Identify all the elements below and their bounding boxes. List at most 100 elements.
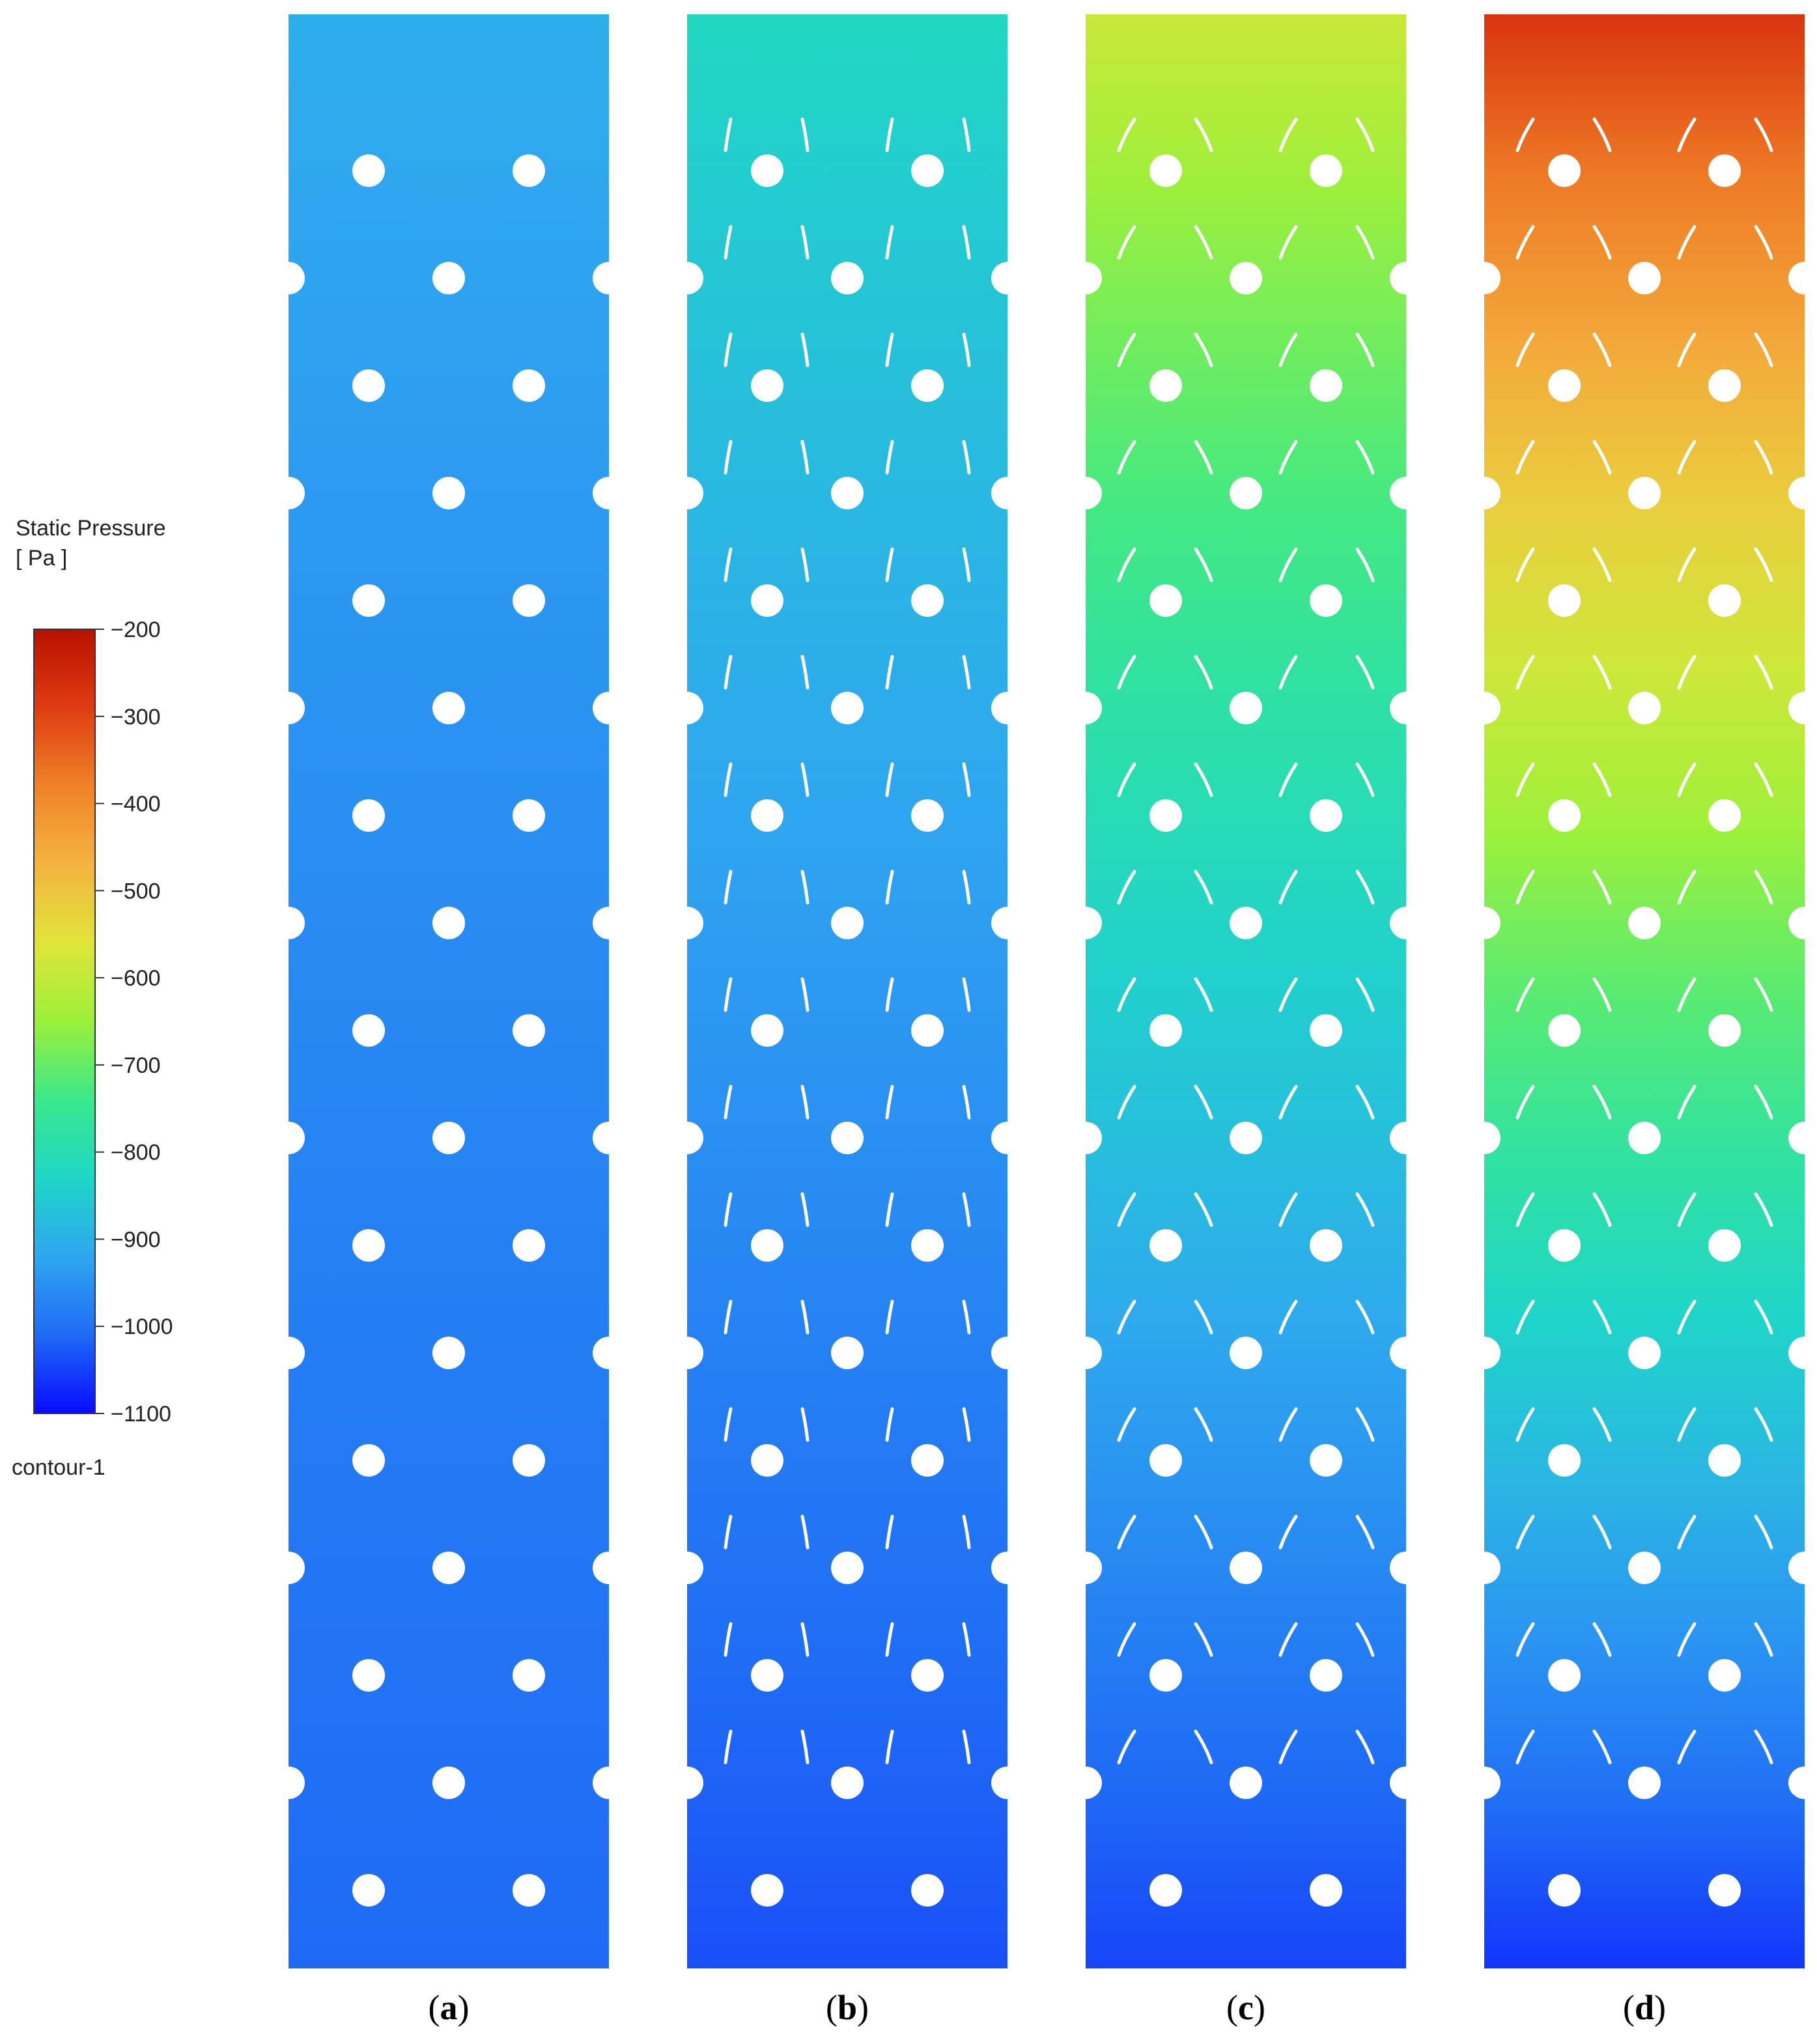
vortex-generator-fin	[800, 870, 810, 905]
vortex-generator-fin	[1278, 977, 1298, 1012]
tube	[432, 692, 465, 724]
vortex-generator-fin	[1194, 655, 1213, 690]
vortex-generator-fin	[1592, 1622, 1612, 1657]
tube-array	[1468, 154, 1817, 1907]
tube	[352, 1444, 385, 1477]
tube-half-right	[1390, 907, 1422, 939]
vortex-generator-fin	[724, 1192, 733, 1227]
tube	[1708, 1874, 1741, 1907]
vortex-generator-fin	[962, 762, 971, 797]
tube	[1310, 799, 1342, 832]
tube-half-left	[1069, 907, 1102, 939]
tube	[1310, 1444, 1342, 1477]
tube	[751, 1229, 783, 1262]
vortex-generator-fin	[724, 547, 733, 582]
tube-half-right	[1788, 907, 1817, 939]
vortex-generator-fin	[885, 655, 894, 690]
tube-half-right	[1788, 477, 1817, 509]
vortex-generator-fin	[1278, 1622, 1298, 1657]
tube	[1230, 692, 1262, 724]
tube	[831, 1337, 864, 1369]
vortex-generator-fin	[1592, 332, 1612, 367]
legend-colorbar	[33, 629, 96, 1414]
vortex-generator-fin	[1677, 870, 1697, 905]
tube	[1548, 154, 1581, 187]
vortex-generator-fin	[1355, 1729, 1375, 1765]
tube-half-right	[1390, 477, 1422, 509]
tube	[1149, 584, 1182, 617]
vortex-generator-fin	[1677, 1299, 1697, 1335]
vortex-generator-fin	[885, 1622, 894, 1657]
tube	[1708, 154, 1741, 187]
vortex-generator-fin	[1278, 1299, 1298, 1335]
tube-array	[671, 154, 1024, 1907]
tube	[751, 154, 783, 187]
tube	[1230, 1552, 1262, 1584]
tube	[513, 369, 545, 402]
vortex-generator-fin	[1592, 1514, 1612, 1550]
tube-half-left	[1468, 1122, 1500, 1154]
tube	[751, 1659, 783, 1692]
tube	[831, 1767, 864, 1799]
vortex-generators	[724, 117, 971, 1765]
vortex-generator-fin	[1194, 1192, 1213, 1227]
vortex-generator-fin	[1194, 870, 1213, 905]
vortex-generator-fin	[885, 1514, 894, 1550]
vortex-generator-fin	[1592, 117, 1612, 152]
vortex-generator-fin	[724, 762, 733, 797]
vortex-generator-fin	[885, 547, 894, 582]
vortex-generator-fin	[962, 1085, 971, 1120]
vortex-generator-fin	[1278, 547, 1298, 582]
vortex-generator-fin	[1592, 547, 1612, 582]
vortex-generator-fin	[1355, 225, 1375, 260]
vortex-generator-fin	[885, 977, 894, 1012]
pressure-field	[1484, 14, 1805, 1968]
vortex-generator-fin	[1278, 1192, 1298, 1227]
vortex-generator-fin	[1194, 977, 1213, 1012]
vortex-generator-fin	[1117, 440, 1136, 475]
vortex-generator-fin	[962, 977, 971, 1012]
tube-half-left	[671, 1337, 703, 1369]
tube-half-right	[1390, 1552, 1422, 1584]
legend-tick-label: −800	[111, 1141, 161, 1165]
tube	[1708, 369, 1741, 402]
tube-half-left	[272, 907, 305, 939]
vortex-generator-fin	[1355, 332, 1375, 367]
tube	[352, 369, 385, 402]
vortex-generator-fin	[800, 762, 810, 797]
vortex-generator-fin	[1515, 762, 1535, 797]
tube-half-right	[991, 692, 1024, 724]
vortex-generator-fin	[1278, 1407, 1298, 1442]
vortex-generator-fin	[724, 1729, 733, 1765]
tube-half-left	[1468, 262, 1500, 294]
tube	[831, 477, 864, 509]
vortex-generator-fin	[885, 1192, 894, 1227]
vortex-generator-fin	[1194, 1085, 1213, 1120]
vortex-generator-fin	[962, 1729, 971, 1765]
vortex-generator-fin	[1592, 1192, 1612, 1227]
vortex-generator-fin	[724, 977, 733, 1012]
vortex-generator-fin	[962, 547, 971, 582]
tube	[1149, 369, 1182, 402]
tube	[1149, 799, 1182, 832]
vortex-generator-fin	[1278, 440, 1298, 475]
tube-half-right	[1390, 262, 1422, 294]
tube-half-left	[671, 907, 703, 939]
vortex-generator-fin	[1592, 1299, 1612, 1335]
vortex-generator-fin	[1117, 762, 1136, 797]
vortex-generator-fin	[1194, 762, 1213, 797]
vortex-generator-fin	[1677, 117, 1697, 152]
tube	[751, 799, 783, 832]
vortex-generator-fin	[1355, 1299, 1375, 1335]
vortex-generator-fin	[724, 1407, 733, 1442]
legend-tick-label: −700	[111, 1053, 161, 1078]
tube	[1548, 1014, 1581, 1047]
tube-half-right	[593, 1122, 625, 1154]
vortex-generator-fin	[1117, 870, 1136, 905]
tube	[513, 799, 545, 832]
tube	[1149, 1659, 1182, 1692]
vortex-generator-fin	[962, 117, 971, 152]
vortex-generator-fin	[1355, 870, 1375, 905]
panel-c: (c)	[1069, 14, 1422, 2027]
vortex-generator-fin	[1278, 117, 1298, 152]
